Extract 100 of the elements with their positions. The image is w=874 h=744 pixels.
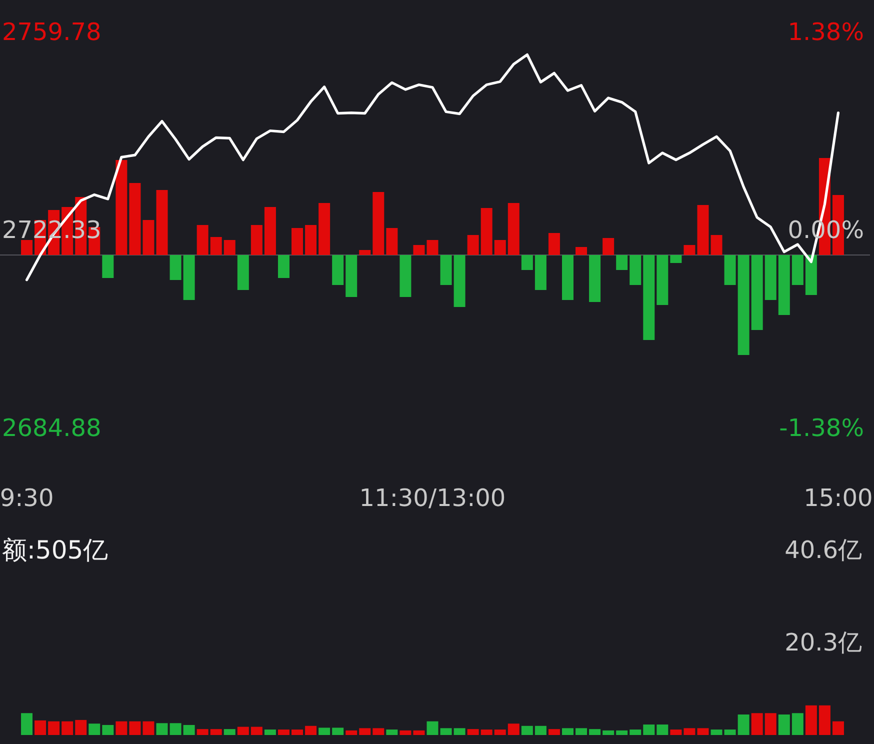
bar [386,730,398,735]
bar [48,721,60,735]
bar [521,726,533,735]
bar [102,255,114,278]
bar [332,255,344,285]
bar [548,729,560,735]
bar [548,233,560,255]
bar [386,228,398,255]
bar [643,724,655,735]
bar [630,255,642,285]
bar [250,726,262,735]
bar [792,713,804,735]
bar [34,720,46,735]
bar [170,723,182,735]
bar [129,721,141,735]
bar [440,255,452,285]
bar [292,228,303,255]
bar [764,713,776,735]
bar [630,730,642,735]
bar [764,255,776,300]
bar [832,721,844,735]
bar [170,255,182,280]
bar [400,255,412,297]
bar [467,235,479,255]
bar [480,730,492,735]
bar [183,724,195,735]
bar [562,728,574,735]
bar [805,255,817,295]
bar [88,724,100,735]
bar [75,720,87,735]
bar [210,237,222,255]
bar [224,729,236,735]
bar [670,730,682,735]
bar [264,730,276,735]
y-tick-label: 2759.78 [2,18,102,46]
bar [818,705,830,735]
bar [318,728,330,735]
bar [183,255,195,300]
bar [697,205,709,255]
bar [508,203,520,255]
bar [278,730,290,735]
bar [413,245,425,255]
bar [21,713,33,735]
bar [521,255,533,270]
bar [142,220,154,255]
bar [738,714,750,735]
bar [21,240,33,255]
bar [576,247,588,255]
y2-tick-label: -1.38% [779,414,864,442]
bar [318,203,330,255]
bar [710,235,722,255]
bar [480,208,492,255]
bar [62,721,74,735]
bar [508,724,520,735]
bar [724,255,736,285]
y2-tick-label: 1.38% [788,18,864,46]
bar [237,255,249,290]
bar [589,255,601,302]
bar [454,728,466,735]
bar [602,238,614,255]
bar [346,255,358,297]
bar [400,730,412,735]
bar [196,225,208,255]
bar [534,255,546,290]
bar [372,728,384,735]
bar [562,255,574,300]
bar [346,730,358,735]
x-tick-label: 15:00 [804,484,873,512]
bar [670,255,682,263]
bar [359,728,371,735]
bar [454,255,466,307]
x-tick-label: 9:30 [0,484,54,512]
y-tick-label: 40.6亿 [784,536,862,564]
bar [602,730,614,735]
bar [156,723,168,735]
bar [116,160,128,255]
bar [724,730,736,735]
bar [494,240,506,255]
bar [426,240,438,255]
bar [250,225,262,255]
bar [805,705,817,735]
bar [116,721,128,735]
bar [156,190,168,255]
bar [534,726,546,735]
bar [792,255,804,285]
bar [778,714,790,735]
bar [413,730,425,735]
bar [278,255,290,278]
bar [359,250,371,255]
bar [305,726,317,735]
bar [589,729,601,735]
chart-title: 额:505亿 [2,536,108,564]
bar [264,207,276,255]
bar [467,729,479,735]
bar [210,729,222,735]
bar [576,728,588,735]
bar [102,724,114,735]
bar [129,183,141,255]
bar [426,721,438,735]
bar [710,730,722,735]
